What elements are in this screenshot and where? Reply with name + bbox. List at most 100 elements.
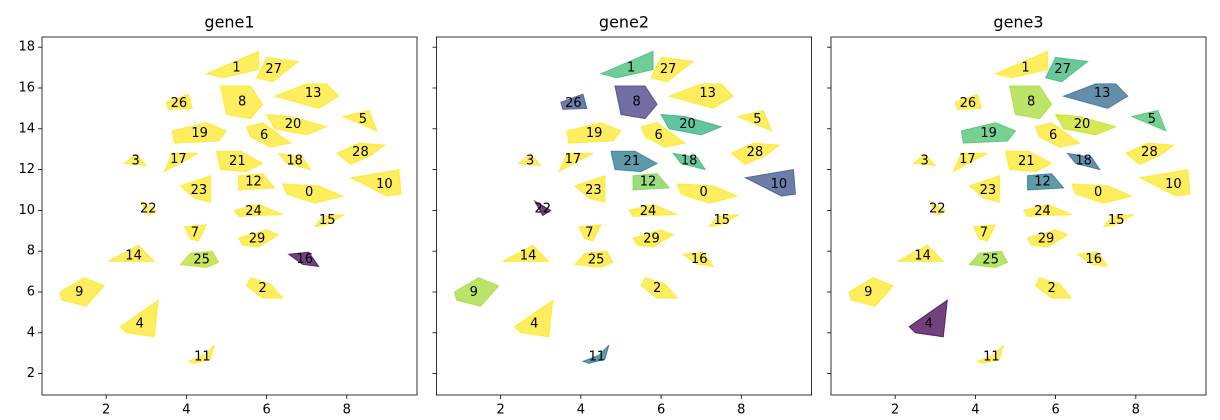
cluster-region bbox=[1022, 203, 1072, 218]
cluster-label: 17 bbox=[170, 152, 187, 167]
y-tick-label: 2 bbox=[27, 366, 35, 381]
cluster-label: 16 bbox=[1085, 252, 1102, 267]
cluster-region bbox=[349, 169, 402, 197]
cluster-label: 0 bbox=[1094, 185, 1102, 200]
cluster-region bbox=[233, 203, 283, 218]
cluster-region bbox=[1044, 56, 1089, 83]
cluster-label: 5 bbox=[1148, 112, 1156, 127]
cluster-region bbox=[1027, 173, 1065, 191]
cluster-label: 14 bbox=[125, 248, 142, 263]
cluster-region bbox=[848, 277, 895, 307]
cluster-region bbox=[960, 122, 1017, 144]
cluster-region bbox=[968, 250, 1009, 269]
cluster-label: 19 bbox=[980, 126, 997, 141]
cluster-label: 16 bbox=[691, 252, 708, 267]
cluster-region bbox=[578, 224, 602, 242]
cluster-region bbox=[163, 152, 199, 173]
cluster-label: 18 bbox=[681, 153, 698, 168]
cluster-region bbox=[730, 142, 781, 166]
cluster-region bbox=[1124, 142, 1176, 166]
cluster-label: 4 bbox=[136, 317, 144, 332]
cluster-label: 25 bbox=[193, 252, 210, 267]
y-tick-label: 4 bbox=[27, 325, 35, 340]
cluster-region bbox=[628, 203, 678, 218]
cluster-label: 12 bbox=[245, 174, 262, 189]
cluster-label: 20 bbox=[679, 117, 696, 132]
cluster-region bbox=[273, 83, 340, 109]
cluster-region bbox=[59, 277, 106, 307]
cluster-label: 24 bbox=[640, 204, 657, 219]
cluster-region bbox=[566, 122, 622, 144]
x-tick-label: 6 bbox=[262, 403, 270, 418]
cluster-region bbox=[1034, 277, 1073, 299]
cluster-label: 8 bbox=[632, 94, 640, 109]
cluster-label: 5 bbox=[359, 112, 367, 127]
cluster-region bbox=[183, 224, 208, 242]
cluster-region bbox=[179, 250, 220, 269]
cluster-region bbox=[908, 299, 948, 338]
x-tick-label: 2 bbox=[891, 403, 899, 418]
cluster-region bbox=[632, 173, 671, 191]
cluster-label: 1 bbox=[1021, 61, 1029, 76]
panel-title: gene2 bbox=[599, 13, 649, 32]
cluster-region bbox=[1008, 85, 1053, 120]
cluster-label: 11 bbox=[589, 349, 606, 364]
cluster-region bbox=[708, 213, 740, 228]
cluster-region bbox=[287, 251, 320, 268]
cluster-label: 8 bbox=[238, 94, 246, 109]
cluster-label: 26 bbox=[565, 96, 582, 111]
cluster-label: 17 bbox=[565, 152, 582, 167]
cluster-label: 29 bbox=[249, 231, 266, 246]
cluster-region bbox=[573, 175, 606, 203]
cluster-label: 23 bbox=[980, 183, 997, 198]
cluster-region bbox=[896, 244, 945, 262]
cluster-region bbox=[599, 50, 654, 79]
cluster-label: 15 bbox=[319, 213, 336, 228]
cluster-region bbox=[335, 142, 387, 166]
cluster-region bbox=[993, 50, 1049, 79]
cluster-label: 2 bbox=[653, 281, 661, 296]
cluster-region bbox=[1138, 169, 1191, 197]
x-tick-label: 6 bbox=[657, 403, 665, 418]
cluster-region bbox=[341, 109, 378, 132]
cluster-label: 3 bbox=[920, 154, 928, 169]
cluster-region bbox=[453, 277, 500, 307]
cluster-region bbox=[952, 152, 988, 173]
axes-frame bbox=[41, 36, 418, 396]
cluster-region bbox=[1004, 150, 1053, 173]
cluster-label: 13 bbox=[1094, 86, 1111, 101]
cluster-region bbox=[650, 56, 695, 83]
cluster-region bbox=[735, 109, 773, 132]
cluster-region bbox=[138, 199, 158, 217]
cluster-region bbox=[557, 152, 594, 173]
cluster-region bbox=[681, 251, 715, 268]
cluster-region bbox=[927, 199, 947, 217]
cluster-region bbox=[676, 183, 739, 204]
cluster-label: 19 bbox=[586, 126, 603, 141]
cluster-label: 26 bbox=[171, 96, 188, 111]
cluster-region bbox=[313, 213, 346, 228]
cluster-label: 28 bbox=[352, 145, 369, 160]
cluster-region bbox=[1062, 83, 1129, 109]
cluster-region bbox=[265, 113, 329, 136]
x-tick-label: 8 bbox=[343, 403, 351, 418]
cluster-region bbox=[238, 173, 276, 191]
cluster-label: 10 bbox=[376, 177, 393, 192]
cluster-label: 9 bbox=[470, 285, 478, 300]
cluster-label: 23 bbox=[191, 183, 208, 198]
cluster-label: 28 bbox=[1141, 145, 1158, 160]
x-tick-label: 2 bbox=[497, 403, 505, 418]
x-tick-label: 4 bbox=[971, 403, 979, 418]
cluster-region bbox=[215, 150, 264, 173]
cluster-region bbox=[1130, 109, 1167, 132]
cluster-label: 17 bbox=[959, 152, 976, 167]
cluster-label: 7 bbox=[585, 225, 593, 240]
cluster-label: 9 bbox=[864, 285, 872, 300]
cluster-label: 12 bbox=[640, 174, 657, 189]
axes-frame bbox=[436, 36, 812, 396]
cluster-region bbox=[671, 152, 707, 171]
cluster-label: 13 bbox=[699, 86, 716, 101]
cluster-region bbox=[245, 122, 292, 148]
cluster-region bbox=[107, 244, 156, 262]
